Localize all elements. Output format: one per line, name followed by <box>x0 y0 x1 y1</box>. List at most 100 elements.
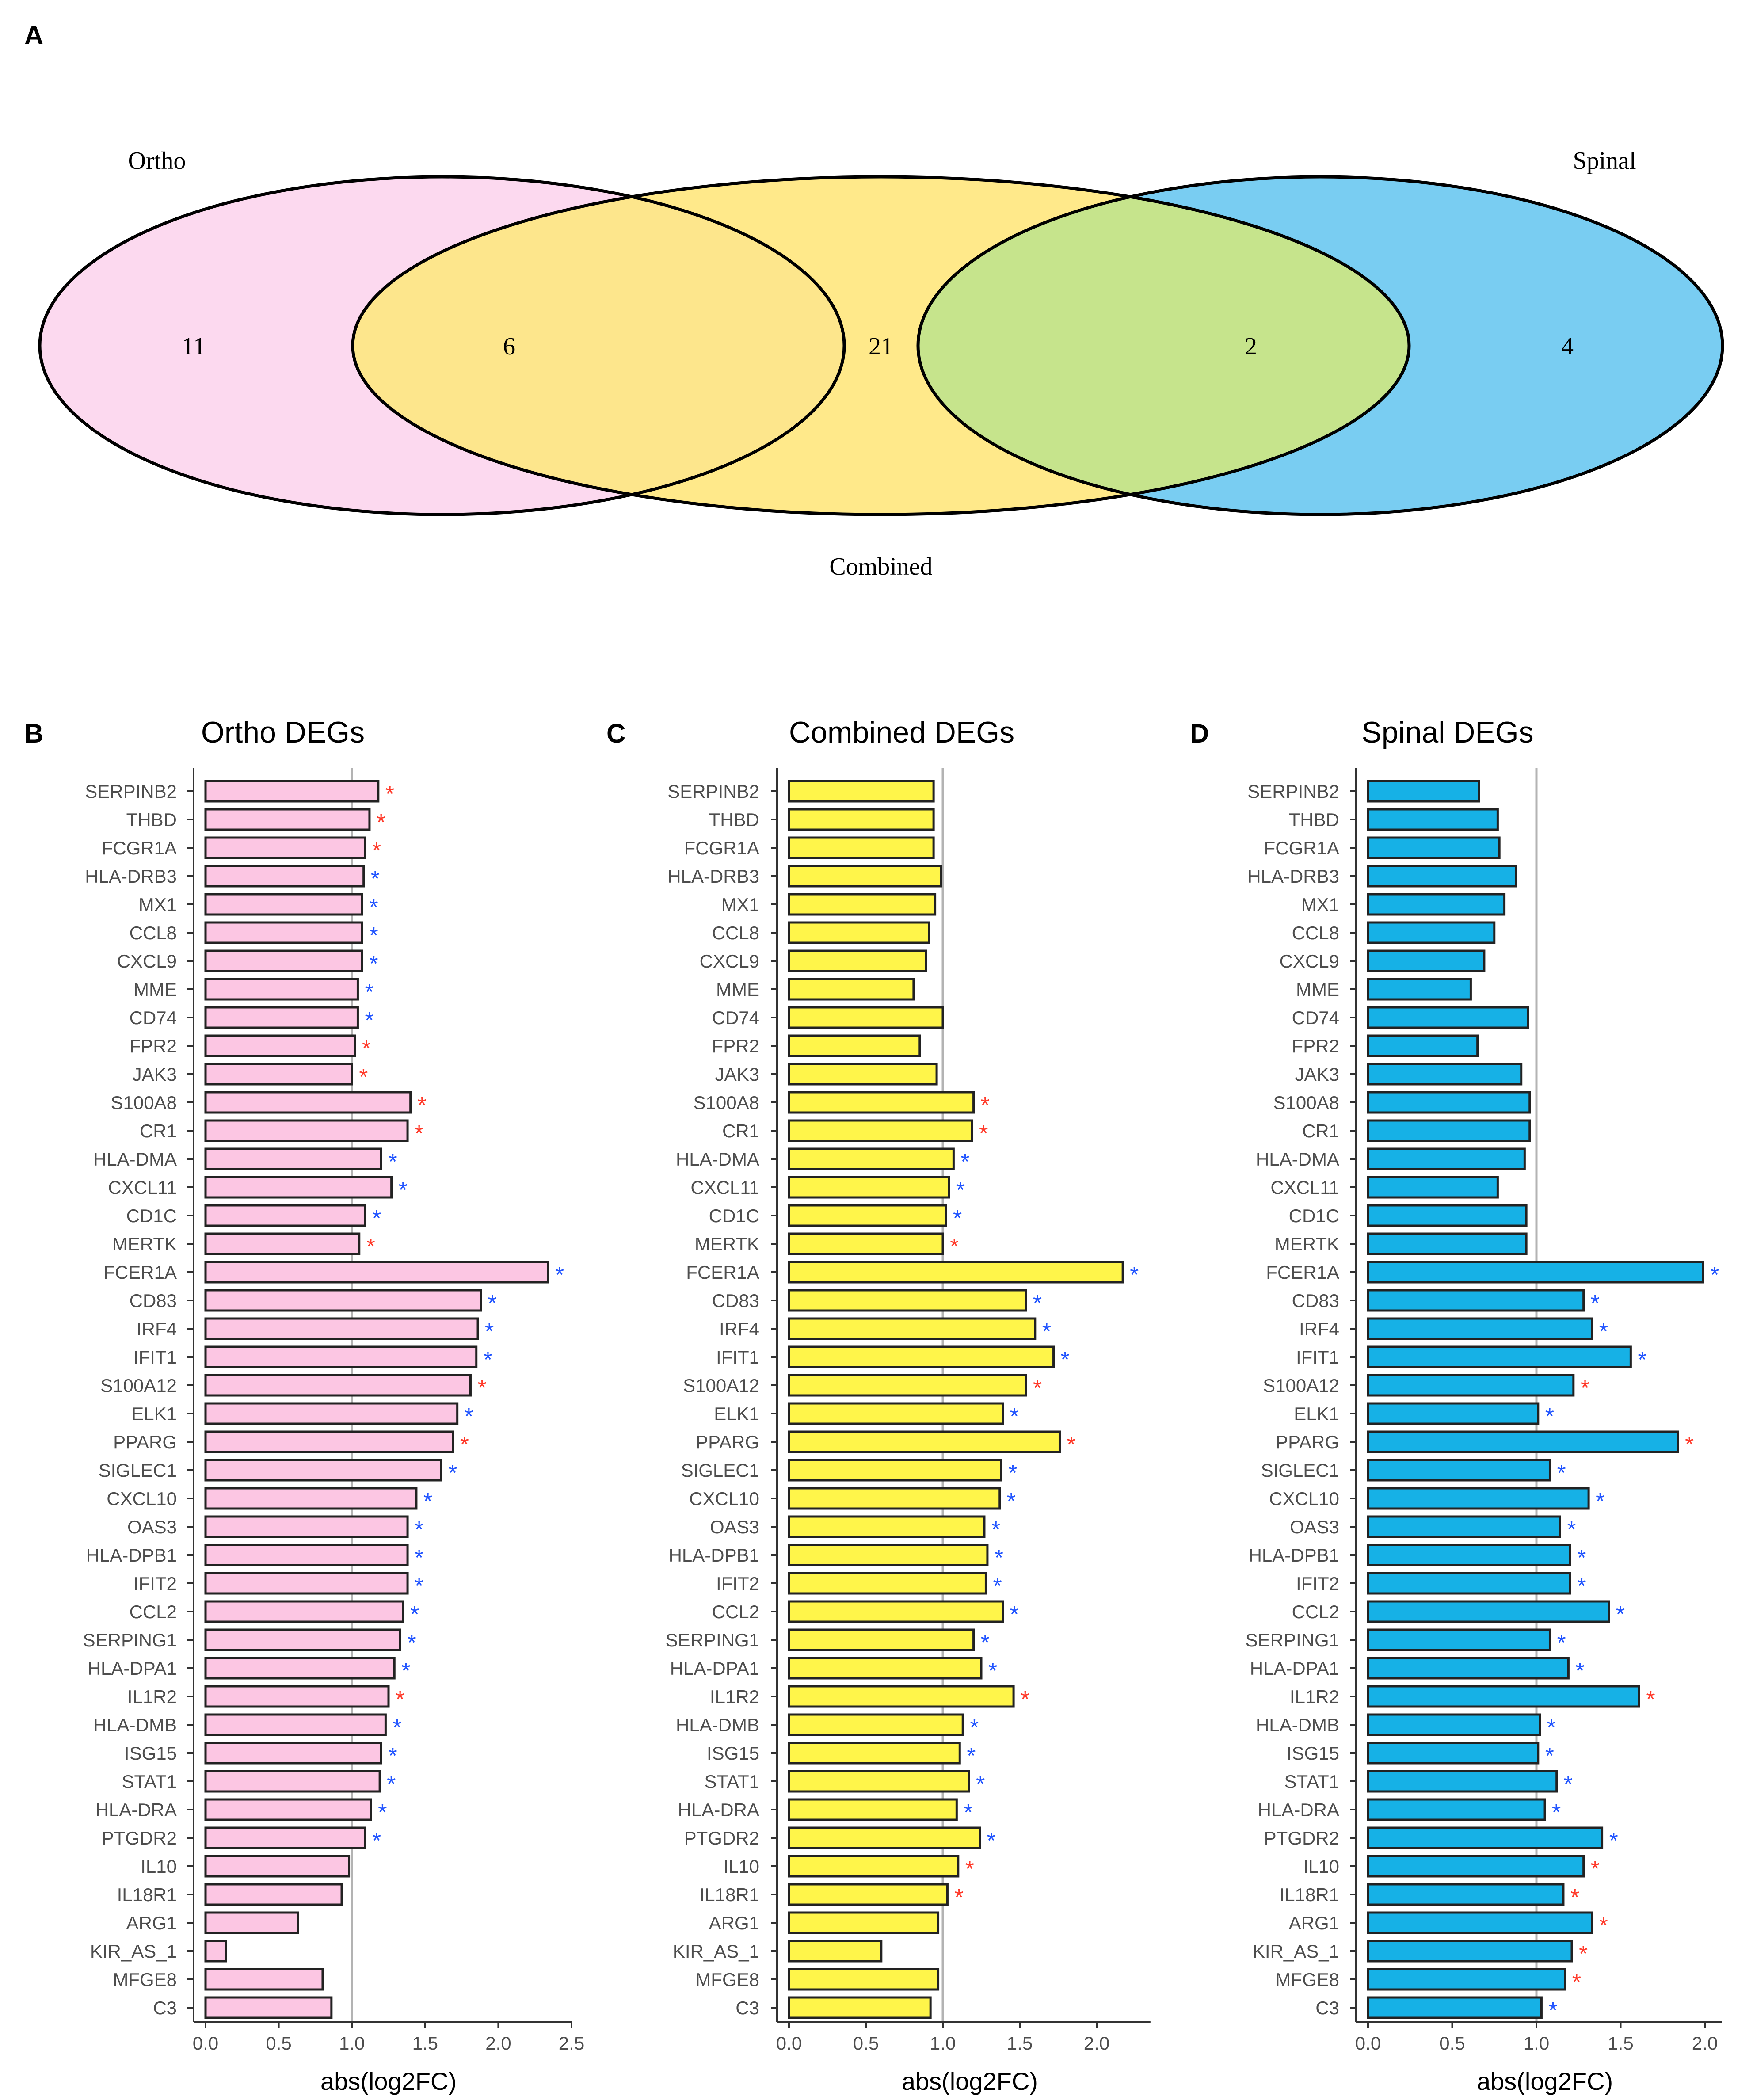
significance-star: * <box>399 1178 408 1203</box>
significance-star: * <box>1646 1687 1655 1712</box>
significance-star: * <box>1067 1432 1075 1458</box>
significance-star: * <box>372 1828 381 1854</box>
category-label: CXCL10 <box>107 1488 177 1509</box>
bar <box>204 1459 442 1482</box>
bar <box>1367 1487 1590 1510</box>
bar <box>788 1147 955 1170</box>
spinal-degs-chart: D Spinal DEGs SERPINB2 THBD FCGR1A HLA-DRB3 MX… <box>1190 716 1722 2095</box>
category-label: OAS3 <box>127 1517 177 1537</box>
significance-star: * <box>418 1093 427 1118</box>
significance-star: * <box>976 1772 985 1797</box>
category-label: CXCL10 <box>1269 1488 1339 1509</box>
category-label: JAK3 <box>133 1064 177 1085</box>
category-label: HLA-DRB3 <box>1247 866 1339 887</box>
significance-star: * <box>372 838 381 864</box>
bar <box>788 1034 921 1057</box>
x-tick-label: 1.5 <box>412 2033 438 2054</box>
significance-star: * <box>415 1517 423 1543</box>
category-label: HLA-DMA <box>93 1149 177 1170</box>
category-label: HLA-DPB1 <box>86 1545 177 1566</box>
bar <box>788 1940 883 1963</box>
category-label: CD74 <box>130 1007 177 1028</box>
bar <box>788 1798 958 1821</box>
category-label: STAT1 <box>122 1771 177 1792</box>
significance-star: * <box>415 1121 423 1147</box>
significance-star: * <box>967 1743 976 1769</box>
bar <box>204 1798 372 1821</box>
significance-star: * <box>1591 1291 1600 1316</box>
bar <box>1367 1317 1593 1340</box>
category-label: C3 <box>735 1997 759 2018</box>
significance-star: * <box>371 866 380 892</box>
category-label: STAT1 <box>1284 1771 1339 1792</box>
category-label: MX1 <box>1301 894 1339 915</box>
significance-star: * <box>460 1432 469 1458</box>
bar <box>204 1883 343 1906</box>
significance-star: * <box>465 1404 473 1429</box>
category-label: ISG15 <box>124 1743 177 1764</box>
bar <box>204 1515 409 1538</box>
category-label: IFIT2 <box>1296 1573 1339 1594</box>
category-label: FPR2 <box>130 1036 177 1056</box>
category-label: PTGDR2 <box>1264 1828 1339 1848</box>
category-label: IL10 <box>141 1856 177 1877</box>
category-label: MERTK <box>112 1234 177 1254</box>
category-label: THBD <box>1289 809 1339 830</box>
category-label: CD1C <box>126 1205 177 1226</box>
significance-star: * <box>1596 1489 1604 1514</box>
significance-star: * <box>477 1376 486 1401</box>
category-label: IL18R1 <box>1280 1884 1339 1905</box>
significance-star: * <box>423 1489 432 1514</box>
bar <box>204 1600 404 1623</box>
bar <box>1367 1091 1531 1114</box>
bar <box>788 1996 932 2019</box>
venn-label-combined: Combined <box>829 553 932 580</box>
category-label: HLA-DMA <box>1256 1149 1339 1170</box>
panel-label: C <box>606 719 625 748</box>
category-label: THBD <box>709 809 759 830</box>
category-label: S100A8 <box>1273 1092 1339 1113</box>
significance-star: * <box>1033 1291 1042 1316</box>
venn-count-spinal-only: 4 <box>1561 333 1574 360</box>
significance-star: * <box>377 810 385 835</box>
bar <box>1367 1459 1551 1482</box>
significance-star: * <box>359 1064 368 1090</box>
bar <box>1367 1657 1570 1680</box>
bar <box>204 1544 409 1566</box>
bar <box>1367 1006 1529 1029</box>
bar <box>204 949 363 972</box>
category-label: FPR2 <box>1292 1036 1339 1056</box>
bar <box>788 1430 1061 1453</box>
significance-star: * <box>1010 1602 1019 1627</box>
bar <box>788 1713 964 1736</box>
category-label: MFGE8 <box>1275 1969 1339 1990</box>
bar <box>788 1515 986 1538</box>
x-tick-label: 2.0 <box>485 2033 511 2054</box>
category-label: MERTK <box>1275 1234 1339 1254</box>
significance-star: * <box>956 1178 965 1203</box>
category-label: HLA-DMA <box>676 1149 759 1170</box>
bar <box>204 865 365 888</box>
x-tick-label: 0.0 <box>776 2033 802 2054</box>
category-label: HLA-DRB3 <box>667 866 759 887</box>
significance-star: * <box>1033 1376 1042 1401</box>
bar <box>204 1770 381 1793</box>
category-label: CXCL10 <box>689 1488 759 1509</box>
category-label: IRF4 <box>137 1319 177 1339</box>
category-label: OAS3 <box>710 1517 759 1537</box>
bar <box>204 1402 459 1425</box>
venn-ortho-outline <box>38 175 846 516</box>
x-tick-label: 1.0 <box>930 2033 956 2054</box>
significance-star: * <box>1557 1460 1566 1486</box>
bar <box>788 1742 961 1765</box>
venn-diagram: A Ortho Spinal Combined 11 6 21 2 4 <box>24 20 1724 580</box>
significance-star: * <box>1599 1913 1608 1939</box>
x-tick-label: 0.5 <box>853 2033 879 2054</box>
x-tick-label: 2.5 <box>559 2033 584 2054</box>
bar <box>204 1713 387 1736</box>
significance-star: * <box>1577 1574 1586 1599</box>
category-label: FCGR1A <box>102 838 177 858</box>
category-label: HLA-DRA <box>1258 1799 1339 1820</box>
bar <box>788 1374 1027 1397</box>
bar <box>1367 921 1496 944</box>
